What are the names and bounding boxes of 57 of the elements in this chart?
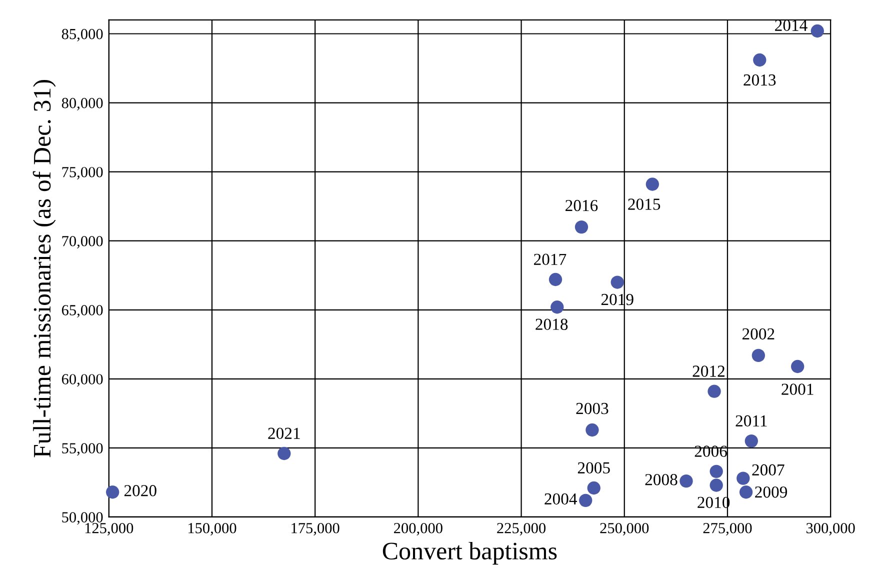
annotation: 2018 (536, 318, 568, 330)
y-tick-label: 70,000 (62, 236, 103, 249)
point (278, 446, 291, 460)
y-axis-title: Full-time missionaries (as of Dec. 31) (32, 80, 56, 458)
annotation: 2002 (742, 328, 774, 340)
point (744, 434, 758, 448)
annotation: 2012 (692, 366, 724, 377)
point (646, 178, 660, 191)
point (710, 478, 723, 492)
point (680, 474, 693, 488)
x-tick-label: 275,000 (703, 522, 752, 536)
y-tick-label: 85,000 (62, 28, 103, 42)
annotation: 2011 (736, 415, 767, 427)
annotation: 2008 (645, 474, 678, 486)
y-tick-label: 60,000 (62, 374, 103, 387)
point (610, 276, 624, 289)
point (736, 472, 750, 485)
x-tick-label: 125,000 (85, 522, 134, 536)
point (587, 481, 600, 495)
annotation: 2009 (755, 486, 788, 498)
point (791, 360, 804, 374)
y-tick-label: 55,000 (62, 443, 103, 456)
point (810, 24, 824, 38)
x-tick-label: 200,000 (394, 522, 442, 536)
y-tick-label: 75,000 (62, 166, 103, 180)
point (586, 423, 599, 437)
x-tick-label: 300,000 (806, 522, 855, 536)
x-axis-title: Convert baptisms (382, 542, 557, 565)
point (739, 486, 753, 499)
point (579, 494, 592, 508)
annotation: 2014 (775, 20, 808, 31)
annotation: 2013 (744, 74, 776, 86)
point (708, 384, 721, 398)
x-tick-label: 150,000 (188, 522, 236, 536)
point (710, 464, 723, 478)
y-tick-label: 65,000 (62, 305, 103, 318)
annotation: 2005 (578, 462, 610, 474)
annotation: 2016 (566, 200, 598, 212)
annotation: 2015 (628, 198, 660, 210)
y-tick-label: 80,000 (62, 98, 103, 110)
point (753, 53, 766, 67)
point (548, 272, 562, 286)
annotation: 2003 (576, 402, 608, 414)
point (550, 300, 564, 314)
y-tick-label: 50,000 (62, 512, 103, 525)
annotation: 2007 (752, 464, 784, 476)
x-tick-label: 250,000 (600, 522, 649, 536)
annotation: 2020 (124, 485, 156, 496)
annotation: 2004 (544, 493, 578, 505)
point (574, 220, 588, 234)
x-tick-label: 225,000 (497, 522, 546, 536)
annotation: 2001 (782, 384, 814, 395)
x-tick-label: 175,000 (292, 522, 340, 536)
annotation: 2017 (534, 254, 566, 266)
point (106, 486, 120, 499)
point (752, 348, 766, 362)
annotation: 2021 (268, 428, 300, 439)
